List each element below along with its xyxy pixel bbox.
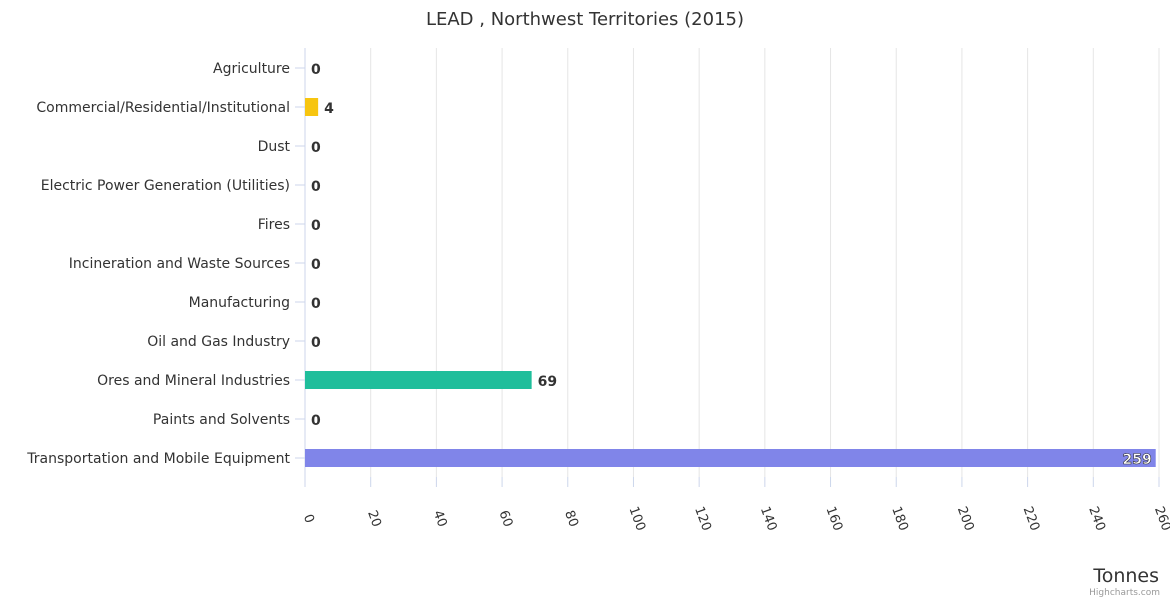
y-category-label: Agriculture [213, 61, 290, 77]
data-label: 0 [311, 335, 321, 351]
data-label: 0 [311, 179, 321, 195]
x-tick-label: 140 [757, 505, 780, 533]
y-category-label: Electric Power Generation (Utilities) [41, 178, 290, 194]
data-label: 4 [324, 101, 334, 117]
data-label: 0 [311, 62, 321, 78]
data-label: 259 [1122, 452, 1151, 468]
x-tick-label: 220 [1020, 505, 1043, 533]
bar[interactable] [305, 371, 532, 389]
x-tick-label: 80 [561, 508, 581, 529]
x-tick-label: 160 [823, 505, 846, 533]
y-category-label: Oil and Gas Industry [147, 334, 290, 350]
y-category-label: Manufacturing [189, 295, 290, 311]
x-axis-title: Tonnes [1092, 565, 1159, 587]
y-category-label: Transportation and Mobile Equipment [26, 451, 290, 467]
x-tick-label: 120 [691, 505, 714, 533]
x-tick-label: 180 [888, 505, 911, 533]
bar[interactable] [305, 98, 319, 116]
x-tick-label: 200 [954, 505, 977, 533]
data-label: 0 [311, 257, 321, 273]
y-category-label: Fires [258, 217, 290, 233]
credits-link[interactable]: Highcharts.com [1089, 588, 1160, 598]
y-category-label: Ores and Mineral Industries [97, 373, 290, 389]
x-tick-label: 240 [1085, 505, 1108, 533]
bar[interactable] [305, 449, 1156, 467]
data-label: 0 [311, 218, 321, 234]
x-tick-label: 100 [625, 505, 648, 533]
x-tick-label: 40 [430, 508, 450, 529]
x-tick-label: 0 [300, 512, 317, 525]
data-label: 69 [538, 374, 557, 390]
y-category-label: Commercial/Residential/Institutional [36, 100, 290, 116]
x-tick-label: 60 [495, 508, 515, 529]
data-label: 0 [311, 296, 321, 312]
data-label: 0 [311, 140, 321, 156]
y-category-label: Dust [258, 139, 291, 155]
x-tick-label: 260 [1151, 505, 1170, 533]
data-label: 0 [311, 413, 321, 429]
y-category-label: Paints and Solvents [153, 412, 290, 428]
chart-title: LEAD , Northwest Territories (2015) [426, 9, 744, 30]
x-tick-label: 20 [364, 508, 384, 529]
y-category-label: Incineration and Waste Sources [69, 256, 290, 272]
